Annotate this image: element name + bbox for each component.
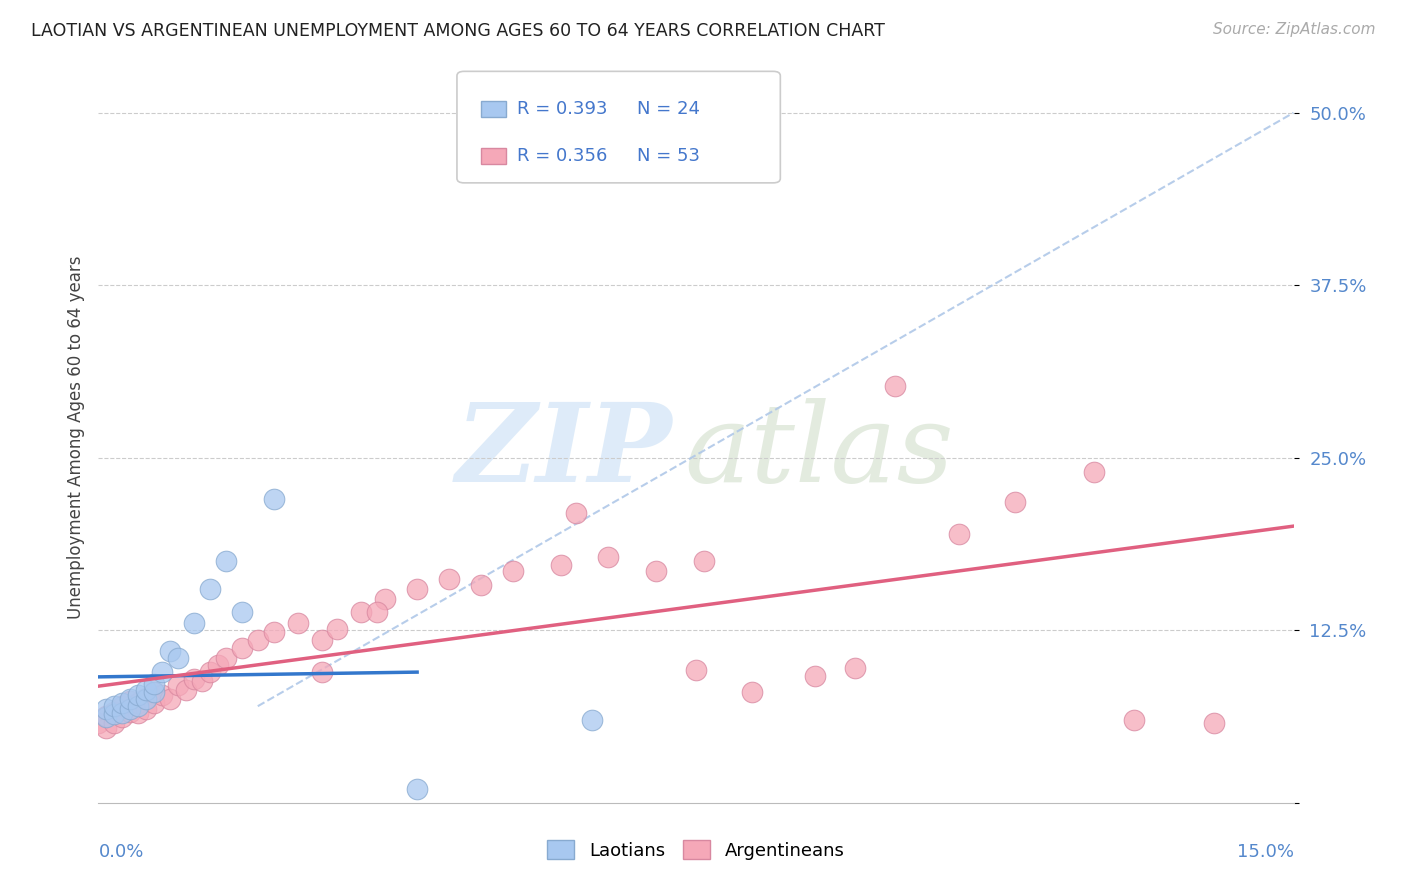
Point (120, 705, 142, 719)
Point (246, 632, 269, 647)
Point (135, 690, 157, 705)
Point (174, 682, 197, 697)
Point (215, 651, 238, 665)
Point (96, 702, 118, 716)
Point (884, 379, 907, 393)
Point (191, 674, 214, 689)
Text: LAOTIAN VS ARGENTINEAN UNEMPLOYMENT AMONG AGES 60 TO 64 YEARS CORRELATION CHART: LAOTIAN VS ARGENTINEAN UNEMPLOYMENT AMON… (31, 22, 884, 40)
Point (470, 578, 492, 592)
Text: Source: ZipAtlas.com: Source: ZipAtlas.com (1212, 22, 1375, 37)
Point (120, 694, 142, 708)
Text: ZIP: ZIP (456, 398, 672, 506)
Point (198, 582, 221, 596)
Text: 0.0%: 0.0% (98, 843, 143, 861)
Point (231, 605, 253, 619)
Point (207, 657, 229, 672)
Point (103, 705, 125, 719)
Point (311, 665, 333, 679)
Point (198, 665, 221, 679)
Point (96, 710, 118, 724)
Point (804, 669, 827, 683)
Text: N = 53: N = 53 (637, 147, 700, 165)
Point (581, 713, 603, 727)
Point (120, 692, 142, 706)
Point (844, 660, 866, 674)
Point (96, 721, 118, 735)
Text: N = 24: N = 24 (637, 100, 700, 118)
Point (111, 710, 134, 724)
Point (263, 492, 285, 507)
Point (111, 699, 134, 714)
Point (127, 688, 149, 702)
Point (1004, 495, 1026, 509)
Point (287, 616, 309, 631)
Text: R = 0.356: R = 0.356 (517, 147, 607, 165)
Point (1123, 713, 1146, 727)
Point (143, 697, 166, 711)
Point (135, 692, 157, 706)
Point (127, 699, 149, 714)
Text: 15.0%: 15.0% (1236, 843, 1294, 861)
Point (645, 564, 668, 578)
Point (741, 685, 763, 699)
Point (120, 702, 142, 716)
Point (183, 616, 205, 631)
Point (685, 663, 707, 677)
Point (215, 554, 238, 568)
Point (159, 692, 181, 706)
Point (1083, 465, 1105, 479)
Point (598, 550, 620, 565)
Point (231, 641, 253, 656)
Point (150, 665, 173, 679)
Text: R = 0.393: R = 0.393 (517, 100, 607, 118)
Point (103, 715, 125, 730)
Point (103, 699, 125, 714)
Point (127, 697, 149, 711)
Point (263, 624, 285, 639)
Y-axis label: Unemployment Among Ages 60 to 64 years: Unemployment Among Ages 60 to 64 years (66, 255, 84, 619)
Point (143, 685, 166, 699)
Point (406, 782, 429, 797)
Point (143, 677, 166, 691)
Point (550, 558, 572, 573)
Point (127, 706, 149, 720)
Point (111, 706, 134, 720)
Point (406, 582, 429, 596)
Point (1202, 715, 1225, 730)
Point (87, 715, 110, 730)
Point (135, 682, 157, 697)
Point (326, 622, 349, 636)
Point (103, 707, 125, 722)
Point (502, 564, 524, 578)
Point (437, 572, 460, 586)
Point (948, 526, 970, 541)
Point (135, 702, 157, 716)
Point (143, 685, 166, 699)
Point (150, 688, 173, 702)
Point (167, 678, 190, 692)
Point (366, 605, 388, 619)
Point (167, 651, 190, 665)
Point (565, 506, 588, 520)
Legend: Laotians, Argentineans: Laotians, Argentineans (540, 833, 852, 867)
Point (311, 632, 333, 647)
Text: atlas: atlas (685, 398, 953, 506)
Point (96, 709, 118, 723)
Point (183, 672, 205, 686)
Point (350, 605, 373, 619)
Point (159, 644, 181, 658)
Point (693, 554, 716, 568)
Point (111, 697, 134, 711)
Point (374, 591, 396, 606)
